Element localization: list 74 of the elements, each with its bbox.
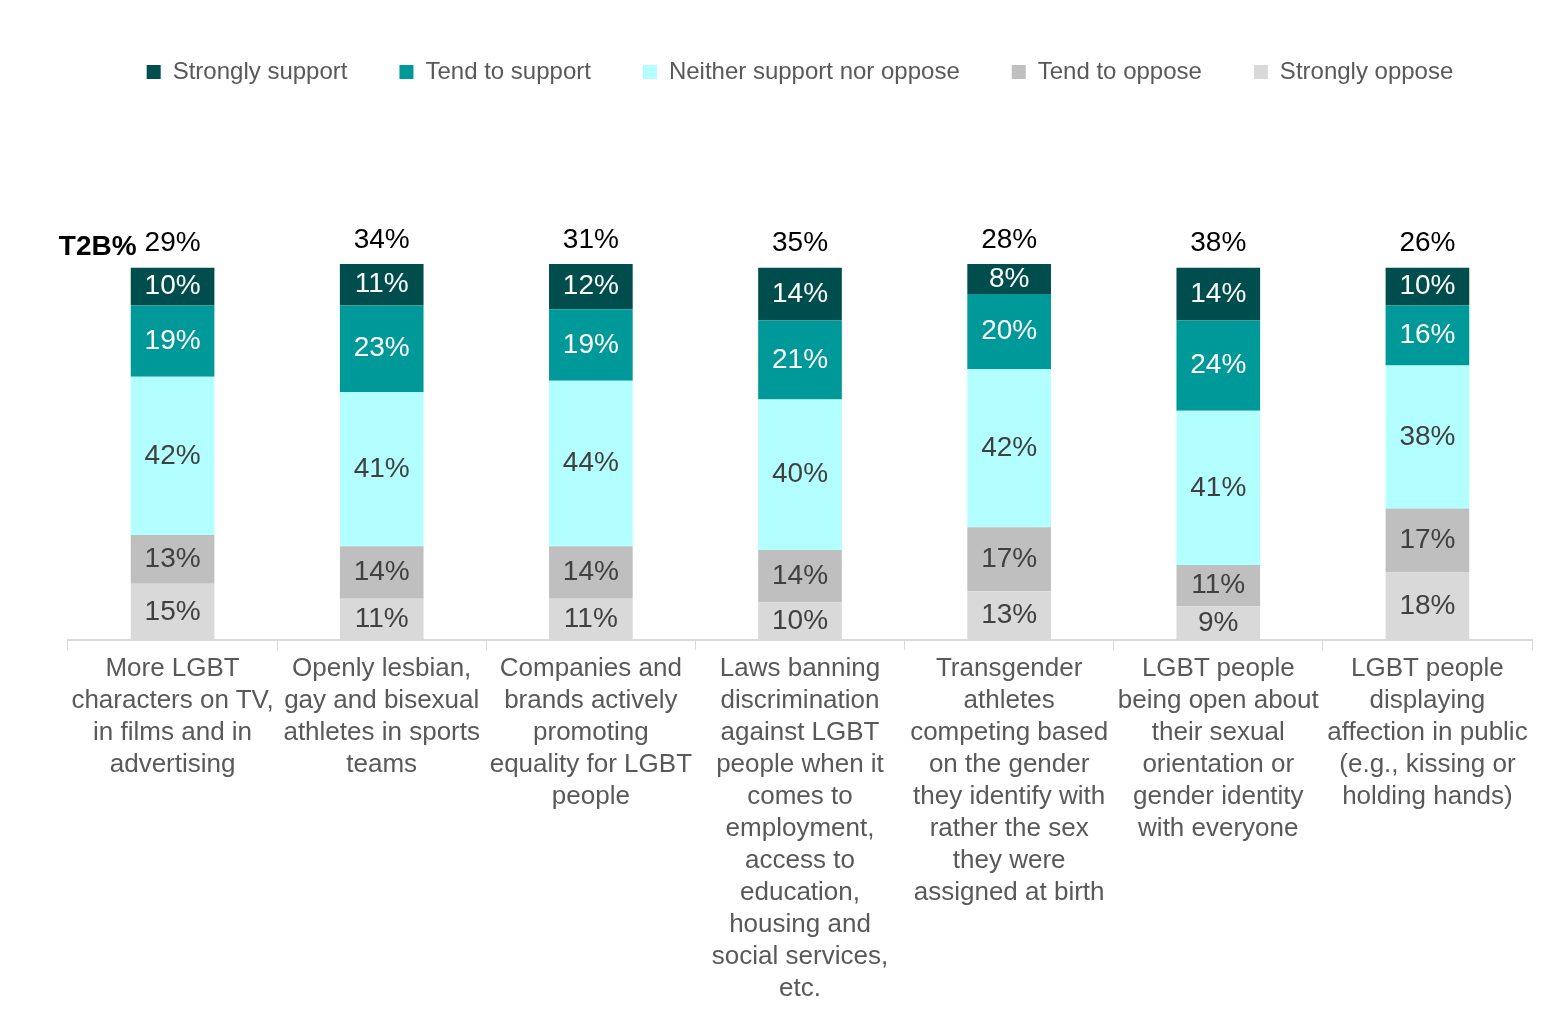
- bar: [339, 305, 424, 392]
- data-label: 13%: [144, 542, 201, 574]
- data-label: 41%: [353, 451, 410, 483]
- x-tick-label: Companies and brands actively promoting equality for LGBT people: [489, 652, 693, 811]
- data-label: 14%: [353, 555, 410, 587]
- bar: [1176, 410, 1261, 565]
- data-label: 13%: [981, 598, 1038, 630]
- data-label: 9%: [1198, 606, 1239, 638]
- x-tick-label: LGBT people being open about their sexual orientation or gender identity with everyone: [1117, 652, 1320, 843]
- bar: [130, 376, 215, 535]
- bar: [1385, 508, 1470, 573]
- bar: [967, 294, 1051, 370]
- bar: [1385, 365, 1470, 509]
- data-label: 38%: [1399, 419, 1456, 451]
- data-label: 10%: [1399, 269, 1456, 301]
- data-label: 42%: [144, 438, 201, 470]
- data-label: 11%: [563, 602, 618, 634]
- category-label: Laws banning discrimination against LGBT people when it comes to employment, access to education, housing and social services, etc.: [711, 652, 889, 1003]
- annotation: 28%: [981, 222, 1038, 254]
- data-label: 14%: [562, 555, 619, 587]
- data-label: 10%: [144, 269, 201, 301]
- data-label: 18%: [1399, 589, 1456, 621]
- data-label: 11%: [1191, 568, 1246, 600]
- annotation: 26%: [1399, 226, 1456, 258]
- bar: [758, 320, 842, 400]
- data-label: 40%: [771, 457, 829, 489]
- data-label: 19%: [144, 323, 201, 355]
- x-tick-label: More LGBT characters on TV, in films and in advertising: [71, 652, 274, 779]
- bar: [758, 549, 842, 603]
- x-tick-label: LGBT people displaying affection in public (e.g., kissing or holding hands): [1327, 652, 1528, 811]
- legend-label: Strongly support: [172, 56, 348, 84]
- x-tick-label: Transgender athletes competing based on the gender they identify with rather the sex they were assigned at birth: [910, 652, 1109, 907]
- annotation: 31%: [562, 222, 619, 254]
- data-label: 8%: [988, 261, 1030, 293]
- legend-label: Tend to support: [425, 56, 592, 84]
- bar: [1385, 305, 1470, 366]
- bar: [130, 305, 215, 377]
- legend-label: Neither support nor oppose: [668, 56, 960, 84]
- bar: [339, 546, 424, 599]
- data-label: 12%: [562, 269, 619, 301]
- text: T2B%: [58, 230, 137, 262]
- data-label: 17%: [981, 542, 1038, 574]
- data-label: 15%: [144, 594, 201, 626]
- annotation: 35%: [771, 226, 829, 258]
- data-label: 14%: [771, 276, 829, 308]
- annotation: 34%: [353, 222, 410, 254]
- x-tick-label: Openly lesbian, gay and bisexual athletes in sports teams: [283, 652, 480, 779]
- data-label: 11%: [354, 267, 409, 299]
- legend-label: Strongly oppose: [1279, 56, 1454, 84]
- data-label: 19%: [562, 327, 619, 359]
- data-label: 10%: [771, 604, 829, 636]
- data-label: 23%: [353, 331, 410, 363]
- bar: [549, 380, 633, 547]
- bar: [339, 391, 424, 547]
- data-label: 16%: [1399, 318, 1456, 350]
- data-label: 20%: [981, 314, 1038, 346]
- bar: [549, 309, 633, 381]
- bar: [758, 399, 842, 550]
- data-label: 11%: [354, 602, 409, 634]
- legend-label: Tend to oppose: [1037, 56, 1202, 84]
- data-label: 41%: [1190, 470, 1247, 502]
- data-label: 17%: [1399, 523, 1456, 555]
- bar: [967, 369, 1051, 528]
- annotation: 38%: [1190, 226, 1247, 258]
- data-label: 42%: [981, 431, 1038, 463]
- annotation: 29%: [144, 226, 201, 258]
- data-label: 44%: [562, 446, 619, 478]
- bar: [1176, 320, 1261, 411]
- data-label: 14%: [1190, 276, 1247, 308]
- bar: [549, 546, 633, 599]
- data-label: 21%: [771, 342, 829, 374]
- data-label: 14%: [771, 558, 829, 590]
- bar: [967, 527, 1051, 592]
- data-label: 24%: [1190, 348, 1247, 380]
